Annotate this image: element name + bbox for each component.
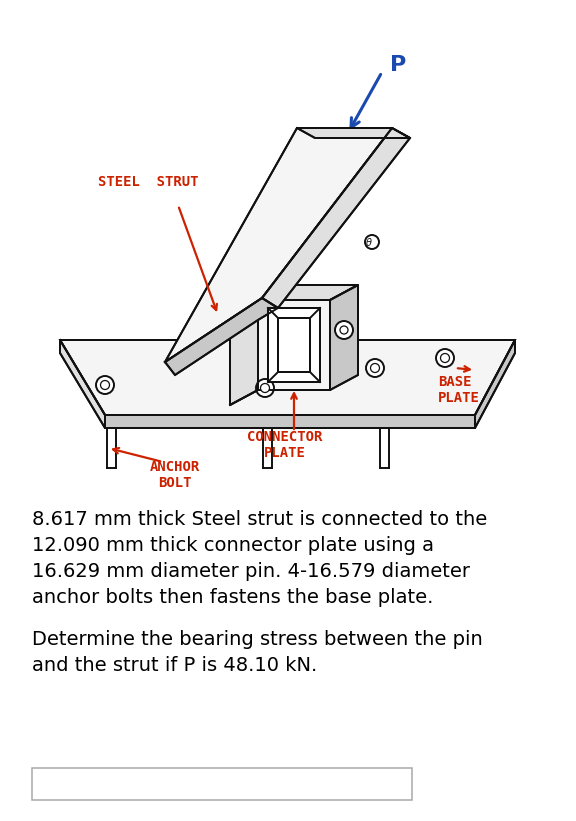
- Text: BASE
PLATE: BASE PLATE: [438, 375, 480, 406]
- Text: 12.090 mm thick connector plate using a: 12.090 mm thick connector plate using a: [32, 536, 434, 555]
- Polygon shape: [278, 318, 310, 372]
- Polygon shape: [60, 340, 515, 415]
- Polygon shape: [330, 285, 358, 390]
- Polygon shape: [60, 340, 105, 428]
- Circle shape: [366, 359, 384, 377]
- Text: CONNECTOR
PLATE: CONNECTOR PLATE: [247, 430, 323, 461]
- Text: ANCHOR
BOLT: ANCHOR BOLT: [150, 460, 200, 490]
- Polygon shape: [297, 128, 410, 138]
- Polygon shape: [105, 415, 475, 428]
- Circle shape: [365, 235, 379, 249]
- Circle shape: [335, 321, 353, 339]
- Polygon shape: [258, 285, 358, 300]
- Circle shape: [441, 354, 449, 363]
- Polygon shape: [475, 340, 515, 428]
- Text: Determine the bearing stress between the pin: Determine the bearing stress between the…: [32, 630, 483, 649]
- Polygon shape: [230, 285, 286, 305]
- Circle shape: [340, 326, 348, 334]
- Circle shape: [436, 349, 454, 367]
- Circle shape: [100, 380, 109, 389]
- Polygon shape: [268, 308, 320, 382]
- Polygon shape: [230, 290, 258, 405]
- Polygon shape: [165, 298, 278, 375]
- Text: $\theta$: $\theta$: [365, 236, 373, 248]
- Circle shape: [96, 376, 114, 394]
- Polygon shape: [165, 128, 392, 362]
- Text: 8.617 mm thick Steel strut is connected to the: 8.617 mm thick Steel strut is connected …: [32, 510, 487, 529]
- Text: STEEL  STRUT: STEEL STRUT: [98, 175, 199, 189]
- Text: P: P: [390, 55, 406, 75]
- Circle shape: [370, 364, 380, 373]
- Circle shape: [260, 383, 270, 392]
- Polygon shape: [258, 300, 330, 390]
- Polygon shape: [262, 128, 410, 308]
- Text: and the strut if P is 48.10 kN.: and the strut if P is 48.10 kN.: [32, 656, 317, 675]
- Bar: [32, 768, 412, 800]
- Circle shape: [256, 379, 274, 397]
- Text: 16.629 mm diameter pin. 4-16.579 diameter: 16.629 mm diameter pin. 4-16.579 diamete…: [32, 562, 470, 581]
- Text: anchor bolts then fastens the base plate.: anchor bolts then fastens the base plate…: [32, 588, 433, 607]
